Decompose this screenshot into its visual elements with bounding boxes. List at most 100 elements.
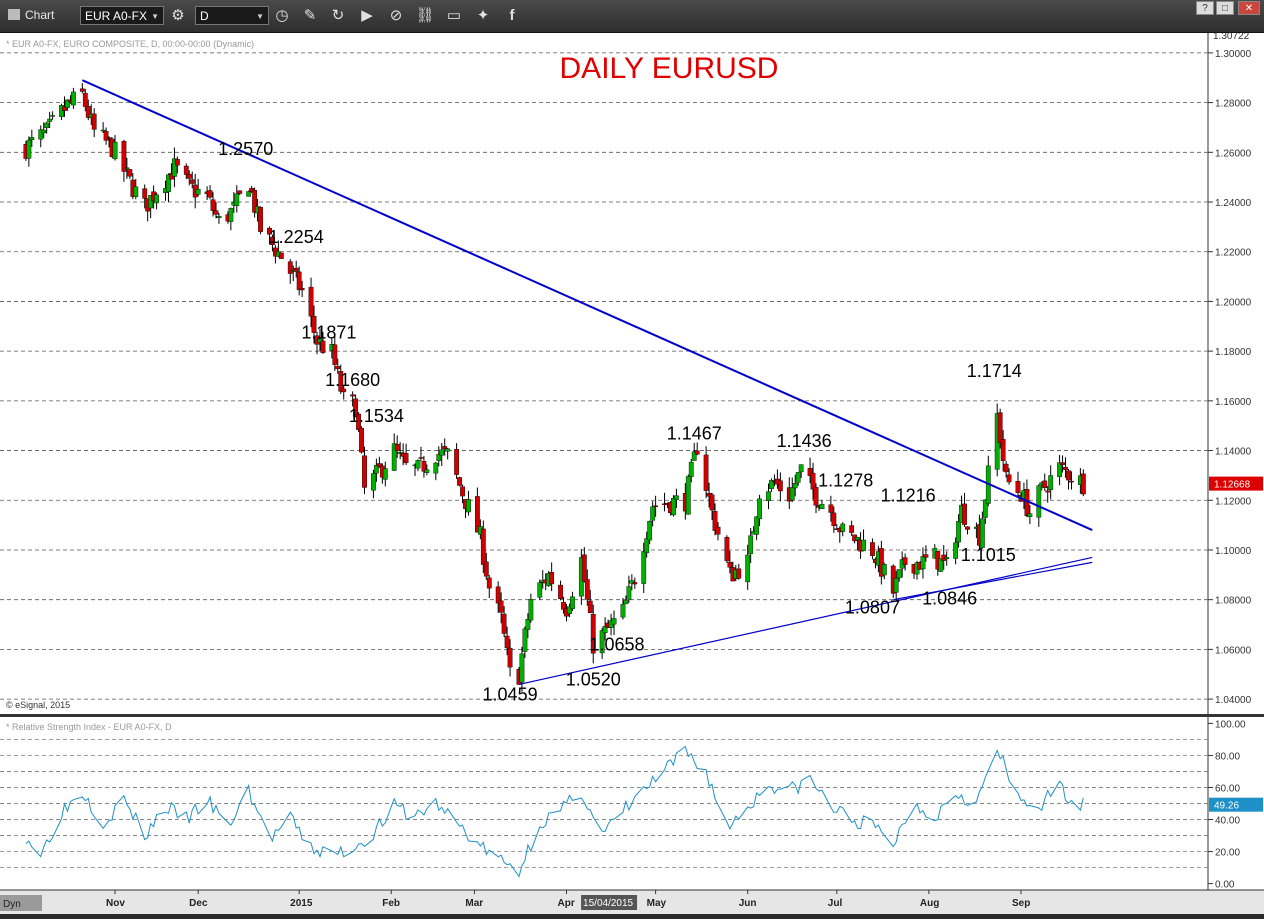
candle-body [504,635,510,649]
candle-body [213,210,219,215]
candle-body [855,537,860,541]
candle-body [353,398,359,418]
time-tick-label: Aug [920,898,939,909]
candle-body [47,118,53,122]
time-tick-label: 2015 [290,898,313,909]
settings-icon[interactable]: ⚙ [171,7,185,24]
candle-body [813,487,819,506]
top-price-label: 1.30722 [1213,33,1250,42]
candle-body [587,600,593,614]
candle-body [44,122,50,129]
candle-body [727,561,733,568]
candle-body [237,190,243,194]
candle-body [445,448,451,452]
candle-body [362,455,367,488]
candle-body [522,628,528,652]
clock-icon[interactable]: ◷ [275,7,289,24]
compass-icon[interactable]: ⊘ [389,7,403,24]
support-trendline [893,561,1093,601]
candle-body [338,370,344,392]
candle-body [685,476,691,515]
link-icon[interactable]: ⛓ [415,7,435,24]
candle-body [584,579,590,600]
candle-body [1003,463,1009,473]
candle-body [881,564,887,576]
help-button[interactable]: ? [1196,1,1214,15]
price-annotations: 1.2570 1.2254 1.1871 1.1680 1.1534 1.0459 1.05… [218,139,1022,705]
facebook-icon[interactable]: f [509,7,515,24]
price-tick-label: 1.22000 [1215,248,1252,259]
twitter-icon[interactable]: ✦ [476,7,490,24]
candle-body [287,261,293,274]
candle-body [567,606,572,614]
candle-body [174,159,180,166]
rsi-tick-label: 20.00 [1215,848,1240,859]
candle-body [216,216,222,219]
time-tick-label: Apr [558,898,575,909]
chevron-down-icon: ▼ [256,12,264,21]
rsi-panel-title: * Relative Strength Index - EUR A0-FX, D [6,722,172,732]
candle-body [644,538,650,554]
trendlines [81,79,1093,686]
close-button[interactable]: ✕ [1238,1,1260,15]
pencil-icon[interactable]: ✎ [303,7,317,24]
price-tick-label: 1.26000 [1215,148,1252,159]
candle-body [403,453,409,464]
maximize-button[interactable]: □ [1216,1,1234,15]
price-tick-label: 1.06000 [1215,645,1252,656]
support-trendline [518,556,1093,686]
time-tick-label: Mar [465,898,483,909]
candle-body [789,487,795,501]
candle-body [391,443,397,471]
price-tick-label: 1.08000 [1215,596,1252,607]
candle-body [439,449,445,456]
candle-body [1045,490,1051,493]
candle-body [688,461,694,477]
cursor-date-label: 15/04/2015 [583,898,633,909]
time-tick-label: Jun [739,898,757,909]
candle-body [480,528,486,565]
dyn-badge[interactable]: Dyn [3,899,21,910]
candle-body [249,187,255,192]
chart-svg[interactable]: 1.30000 1.28000 1.26000 1.24000 1.22000 1.200… [0,31,1264,914]
candle-body [103,130,109,141]
candle-body [944,557,950,560]
candle-body [528,599,534,621]
candle-body [558,584,563,600]
candle-body [106,137,112,139]
price-tick-label: 1.30000 [1215,49,1252,60]
candle-body [599,630,605,654]
candle-body [1080,473,1086,495]
candle-body [840,523,846,532]
price-annotation: 1.1714 [967,361,1022,381]
candle-body [228,208,234,222]
candle-body [100,129,106,132]
candle-body [29,137,35,140]
rsi-value-badge [1209,797,1263,812]
price-annotation: 1.1534 [349,406,404,426]
candle-body [41,129,47,134]
candle-body [293,267,299,272]
refresh-icon[interactable]: ↻ [331,7,345,24]
comment-icon[interactable]: ▭ [446,7,462,24]
interval-selector[interactable]: D ▼ [195,6,269,25]
candle-body [745,554,751,583]
candle-body [623,600,629,605]
candle-body [849,525,855,533]
candle-body [394,444,400,451]
candle-body [436,454,442,461]
candle-body [581,554,587,582]
symbol-selector[interactable]: EUR A0-FX ▼ [80,6,164,25]
candle-body [166,174,171,193]
candle-body [172,158,177,177]
candle-body [938,558,944,572]
candle-body [798,464,804,473]
rsi-gridlines: 100.00 80.00 60.00 40.00 20.00 0.00 [0,719,1246,891]
candle-body [341,388,347,393]
candle-body [757,498,762,520]
candle-body [982,499,988,518]
candle-body [1006,474,1012,483]
rsi-tick-label: 100.00 [1215,719,1246,730]
play-icon[interactable]: ▶ [361,7,373,24]
